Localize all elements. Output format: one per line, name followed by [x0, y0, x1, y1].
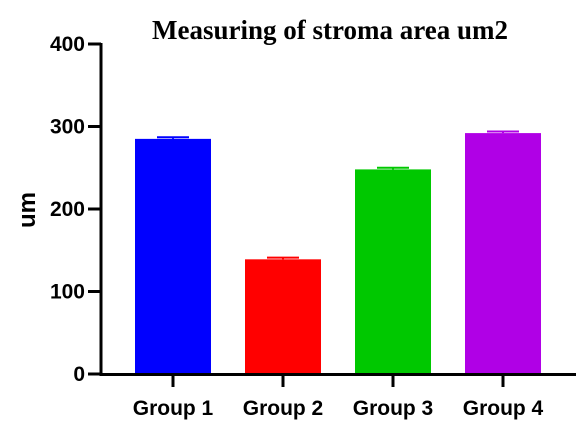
y-tick-label: 100	[50, 281, 85, 304]
y-tick-label: 0	[73, 363, 85, 386]
bar	[245, 259, 321, 374]
y-tick-label: 400	[50, 33, 85, 56]
y-axis-label: um	[14, 192, 41, 228]
bar	[135, 138, 211, 374]
x-tick-label: Group 1	[133, 397, 214, 420]
y-axis-ticks: 0 100 200 300 400	[50, 33, 101, 386]
chart-marks	[135, 130, 541, 374]
bar	[465, 133, 541, 374]
y-tick-label: 300	[50, 116, 85, 139]
x-tick-label: Group 3	[353, 397, 434, 420]
chart-title: Measuring of stroma area um2	[152, 15, 508, 45]
x-tick-label: Group 4	[463, 397, 544, 420]
x-tick-label: Group 2	[243, 397, 324, 420]
bar	[355, 169, 431, 374]
y-tick-label: 200	[50, 198, 85, 221]
x-axis-ticks: Group 1 Group 2 Group 3 Group 4	[133, 374, 544, 420]
